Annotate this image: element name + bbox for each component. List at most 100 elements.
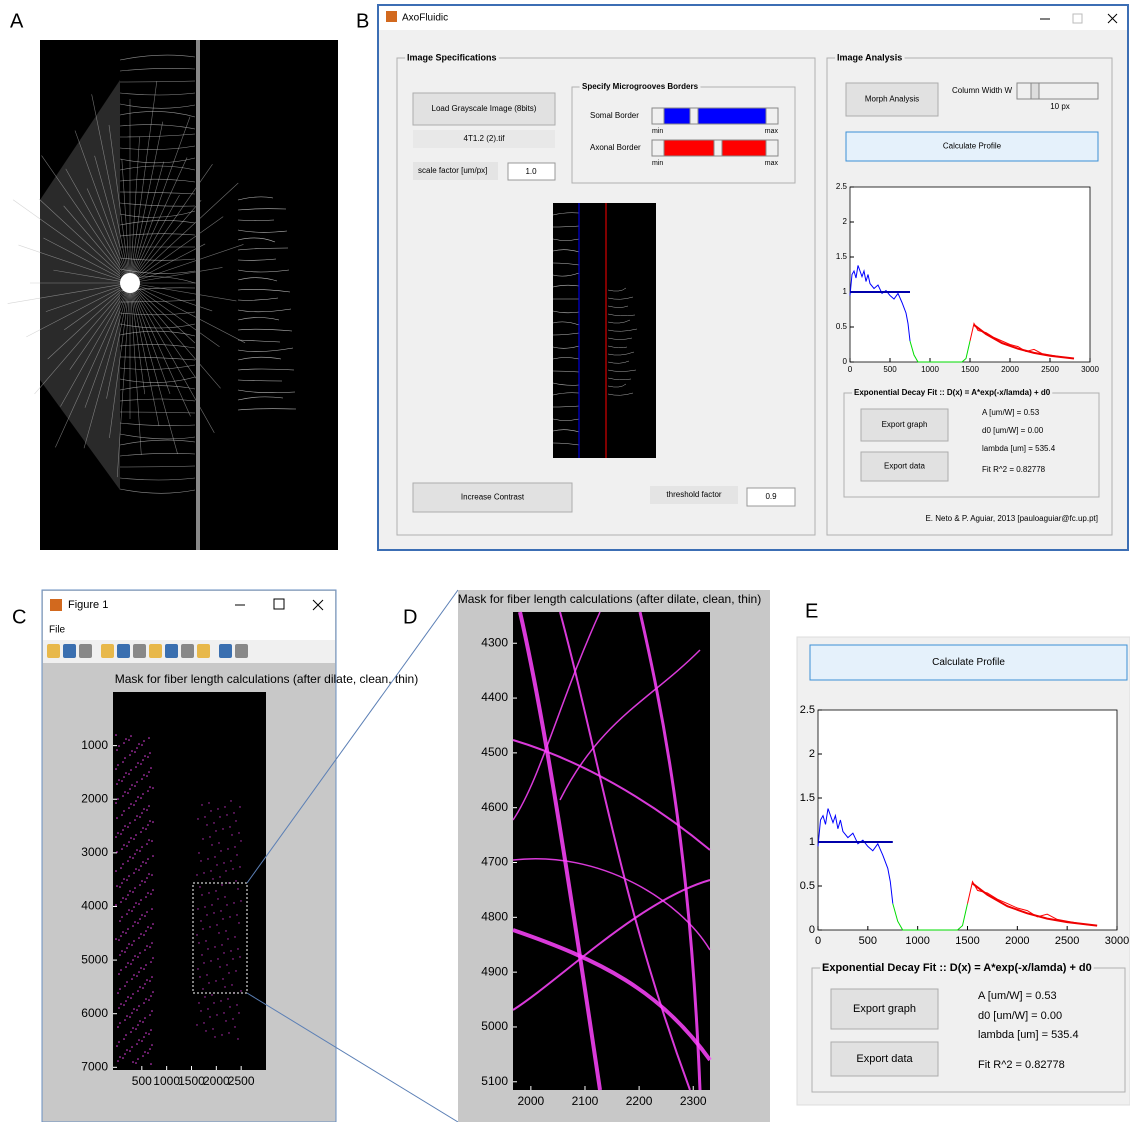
- mask-dot: [129, 890, 131, 892]
- mask-dot: [126, 947, 128, 949]
- title-bar: [379, 6, 1127, 30]
- mask-dot: [198, 942, 199, 943]
- mask-dot: [117, 1060, 119, 1062]
- toolbar-icon[interactable]: [235, 644, 248, 658]
- mask-dot: [127, 962, 129, 964]
- mask-dot: [150, 1063, 152, 1065]
- mask-dot: [122, 897, 124, 899]
- mask-dot: [138, 1005, 140, 1007]
- mask-dot: [125, 1000, 127, 1002]
- mask-dot: [232, 958, 233, 959]
- toolbar-icon[interactable]: [181, 644, 194, 658]
- mask-dot: [132, 993, 134, 995]
- mask-dot: [223, 862, 224, 863]
- mask-dot: [137, 1024, 139, 1026]
- mask-dot: [142, 759, 144, 761]
- toolbar-icon[interactable]: [197, 644, 210, 658]
- mask-dot: [116, 851, 118, 853]
- mask-dot: [136, 849, 138, 851]
- mask-dot: [143, 934, 145, 936]
- mask-dot: [138, 1039, 140, 1041]
- mask-dot: [125, 966, 127, 968]
- y-tick-label: 4800: [481, 909, 508, 923]
- mask-dot: [120, 833, 122, 835]
- mask-dot: [134, 785, 136, 787]
- toolbar-icon[interactable]: [165, 644, 178, 658]
- mask-dot: [151, 942, 153, 944]
- mask-dot: [127, 996, 129, 998]
- mask-dot: [131, 944, 133, 946]
- mask-dot: [135, 766, 137, 768]
- window-title: AxoFluidic: [402, 13, 448, 24]
- scale-factor-value: 1.0: [525, 167, 537, 176]
- mask-dot: [124, 985, 126, 987]
- x-tick-label: 2500: [1041, 365, 1059, 374]
- mask-dot: [149, 820, 151, 822]
- toolbar-icon[interactable]: [47, 644, 60, 658]
- y-tick-label: 4500: [481, 745, 508, 759]
- mask-dot: [144, 1051, 146, 1053]
- mask-dot: [146, 775, 148, 777]
- mask-dot: [201, 954, 202, 955]
- mask-dot: [201, 894, 202, 895]
- mask-dot: [123, 844, 125, 846]
- export-data-button-label: Export data: [884, 462, 925, 471]
- slider-arrow: [766, 140, 778, 156]
- y-tick-label: 0.5: [800, 880, 815, 892]
- mask-dot: [148, 737, 150, 739]
- plot-area: [850, 187, 1090, 362]
- x-tick-label: 2100: [572, 1094, 599, 1108]
- y-tick-label: 1: [843, 287, 848, 296]
- mask-dot: [119, 954, 121, 956]
- column-slider[interactable]: [1017, 83, 1098, 99]
- mask-dot: [221, 944, 222, 945]
- toolbar-icon[interactable]: [117, 644, 130, 658]
- mask-dot: [122, 761, 124, 763]
- toolbar-icon[interactable]: [133, 644, 146, 658]
- mask-dot: [122, 863, 124, 865]
- mask-dot: [123, 1038, 125, 1040]
- mask-dot: [116, 1045, 118, 1047]
- mask-dot: [134, 819, 136, 821]
- mask-dot: [127, 792, 129, 794]
- mask-dot: [150, 1029, 152, 1031]
- app-icon: [386, 11, 397, 22]
- mask-dot: [198, 852, 199, 853]
- toolbar-icon[interactable]: [219, 644, 232, 658]
- mask-dot: [116, 817, 118, 819]
- column-width-label: Column Width W: [952, 86, 1012, 95]
- mask-dot: [151, 840, 153, 842]
- fit-result: lambda [um] = 535.4: [982, 444, 1056, 453]
- mask-dot: [133, 906, 135, 908]
- toolbar-icon[interactable]: [63, 644, 76, 658]
- mask-dot: [225, 870, 226, 871]
- image-area: [113, 692, 266, 1070]
- mask-dot: [235, 880, 236, 881]
- y-tick-label: 2: [809, 748, 815, 760]
- mask-dot: [116, 885, 118, 887]
- mask-dot: [120, 935, 122, 937]
- mask-dot: [145, 828, 147, 830]
- mask-dot: [199, 976, 200, 977]
- mask-dot: [135, 834, 137, 836]
- slider[interactable]: [652, 108, 778, 124]
- toolbar-icon[interactable]: [79, 644, 92, 658]
- mask-dot: [205, 940, 206, 941]
- mask-dot: [217, 958, 218, 959]
- x-tick-label: 1000: [921, 365, 939, 374]
- mask-dot: [127, 860, 129, 862]
- mask-dot: [139, 918, 141, 920]
- morph-button-label: Morph Analysis: [865, 95, 919, 104]
- toolbar-icon[interactable]: [149, 644, 162, 658]
- mask-dot: [225, 1020, 226, 1021]
- mask-dot: [216, 1014, 217, 1015]
- mask-dot: [129, 822, 131, 824]
- mask-dot: [121, 814, 123, 816]
- mask-dot: [217, 808, 218, 809]
- mask-dot: [215, 890, 216, 891]
- mask-dot: [199, 886, 200, 887]
- toolbar-icon[interactable]: [101, 644, 114, 658]
- mask-dot: [117, 764, 119, 766]
- mask-dot: [147, 824, 149, 826]
- mask-dot: [210, 810, 211, 811]
